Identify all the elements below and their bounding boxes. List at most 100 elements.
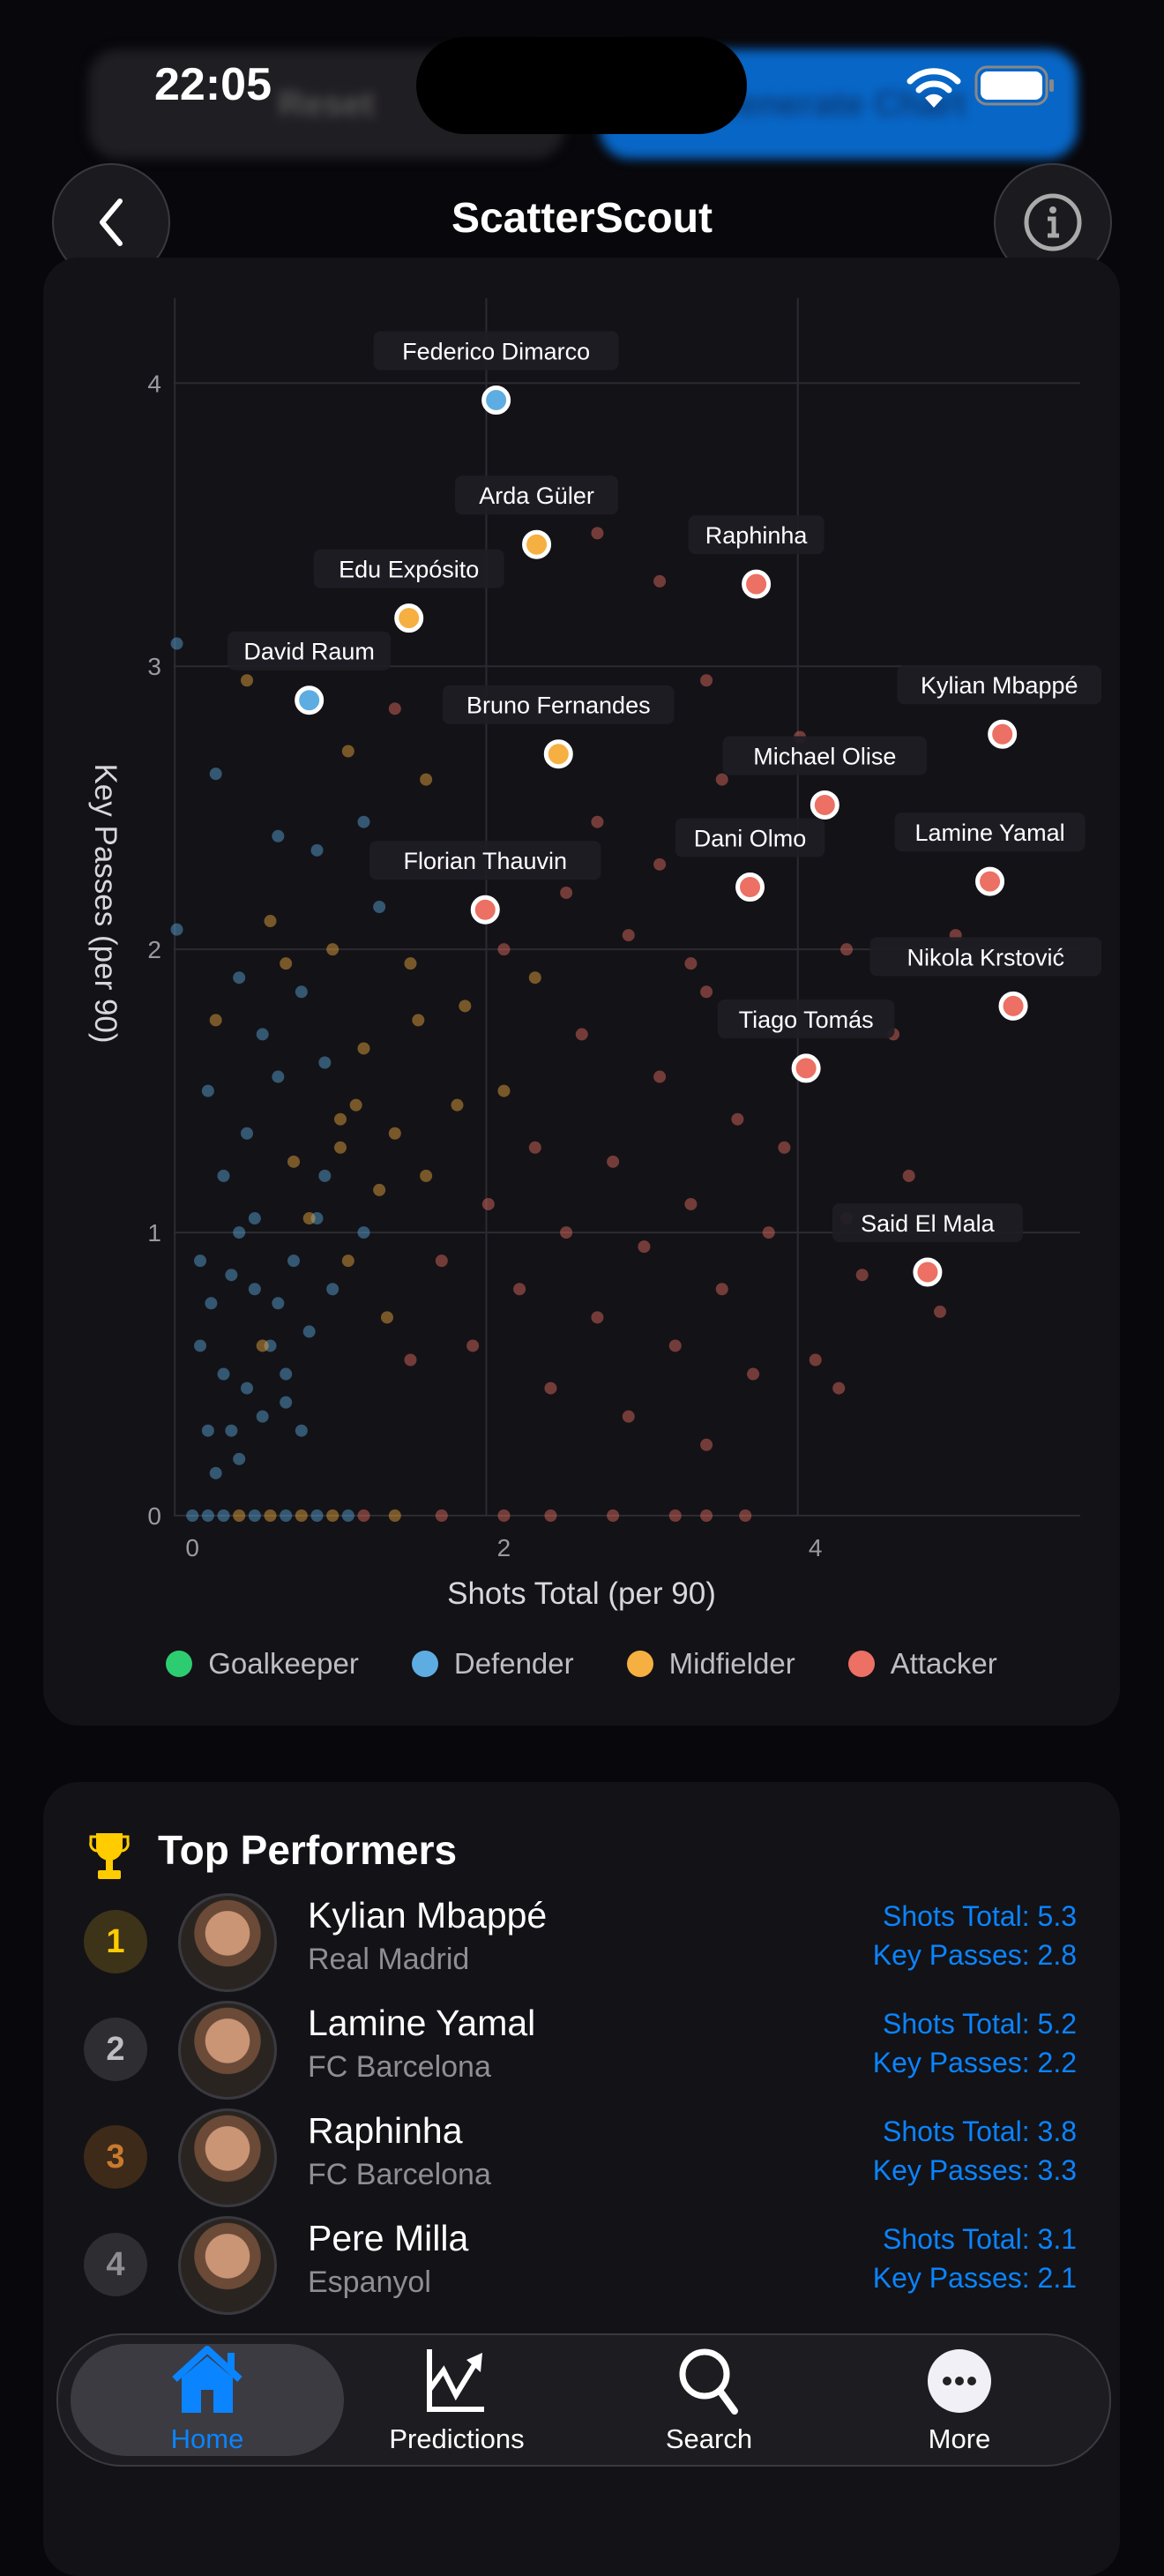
data-point (528, 1141, 541, 1154)
point-label-bg (369, 841, 601, 880)
legend-label: Goalkeeper (208, 1647, 359, 1680)
data-point (684, 957, 698, 970)
point-label-bg (722, 736, 928, 775)
data-point (280, 1367, 293, 1381)
data-point (684, 1197, 698, 1210)
data-point (380, 1311, 393, 1324)
data-point (272, 1297, 285, 1310)
performer-row[interactable]: 4 Pere Milla Espanyol Shots Total: 3.1 K… (43, 2211, 1120, 2317)
data-point (287, 1254, 301, 1268)
data-point (233, 1452, 246, 1465)
tab-home[interactable]: Home (79, 2335, 335, 2465)
tab-predictions[interactable]: Predictions (329, 2335, 585, 2465)
data-point (201, 1509, 214, 1522)
data-point (233, 1226, 246, 1239)
generate-label: Generate Chart (711, 84, 966, 124)
battery-icon (974, 65, 1054, 106)
legend: Goalkeeper Defender Midfielder Attacker (43, 1647, 1120, 1681)
shots-stat: Shots Total: 3.8 (883, 2115, 1077, 2147)
data-point (194, 1339, 207, 1352)
key-passes-stat: Key Passes: 3.3 (872, 2154, 1077, 2186)
data-point (373, 901, 386, 913)
tab-label: More (928, 2422, 991, 2454)
data-point (302, 1325, 316, 1338)
data-point (591, 1311, 604, 1324)
data-point (272, 829, 285, 842)
y-tick-label: 4 (147, 370, 161, 397)
data-point (272, 1070, 285, 1083)
data-point (326, 943, 340, 956)
data-point (302, 1212, 316, 1225)
legend-attacker: Attacker (847, 1647, 997, 1681)
data-point (739, 1509, 752, 1522)
highlighted-point (913, 1257, 943, 1287)
tab-label: Predictions (389, 2422, 525, 2454)
data-point (435, 1509, 448, 1522)
point-label-bg (869, 937, 1101, 977)
highlighted-point (791, 1053, 821, 1083)
highlighted-point (975, 866, 1005, 896)
data-point (591, 815, 604, 828)
midfielder-dot (626, 1651, 653, 1677)
x-axis-label: Shots Total (per 90) (447, 1576, 716, 1611)
player-team: FC Barcelona (308, 2158, 491, 2191)
data-point (341, 1509, 354, 1522)
data-point (388, 1509, 401, 1522)
data-point (700, 1509, 713, 1522)
highlighted-point (988, 719, 1018, 749)
point-label-bg (455, 476, 619, 515)
y-tick-label: 0 (147, 1502, 161, 1530)
data-point (388, 1127, 401, 1140)
data-point (333, 1141, 347, 1154)
data-point (209, 1014, 222, 1027)
performer-row[interactable]: 2 Lamine Yamal FC Barcelona Shots Total:… (43, 1996, 1120, 2101)
data-point (295, 1509, 308, 1522)
data-point (513, 1283, 526, 1296)
y-tick-label: 2 (147, 936, 161, 963)
x-tick-label: 4 (809, 1534, 823, 1561)
legend-label: Midfielder (668, 1647, 795, 1680)
data-point (855, 1269, 869, 1282)
data-point (264, 915, 277, 928)
performer-row[interactable]: 3 Raphinha FC Barcelona Shots Total: 3.8… (43, 2103, 1120, 2209)
performer-row[interactable]: 1 Kylian Mbappé Real Madrid Shots Total:… (43, 1888, 1120, 1994)
highlighted-point (810, 790, 839, 820)
tab-search[interactable]: Search (581, 2335, 837, 2465)
shots-stat: Shots Total: 3.1 (883, 2223, 1077, 2255)
data-point (668, 1509, 682, 1522)
data-point (700, 985, 713, 999)
data-point (388, 702, 401, 715)
info-icon (1024, 193, 1082, 251)
tab-label: Search (665, 2422, 753, 2454)
data-point (902, 1169, 915, 1182)
point-label-bg (717, 999, 895, 1038)
trophy-icon (89, 1833, 130, 1879)
data-point (731, 1112, 744, 1126)
rank-badge: 4 (84, 2233, 147, 2296)
data-point (357, 815, 370, 828)
data-point (653, 1070, 667, 1083)
data-point (170, 923, 183, 936)
tab-more[interactable]: More (832, 2335, 1087, 2465)
data-point (241, 1127, 254, 1140)
point-label: Bruno Fernandes (466, 693, 651, 719)
data-point (241, 674, 254, 687)
data-point (497, 943, 511, 956)
point-label: Lamine Yamal (914, 820, 1064, 846)
highlighted-point (481, 386, 511, 416)
data-point (248, 1509, 261, 1522)
data-point (778, 1141, 791, 1154)
data-point (333, 1112, 347, 1126)
data-point (318, 1056, 332, 1069)
data-point (451, 1098, 464, 1112)
point-label: David Raum (243, 639, 375, 665)
highlighted-point (543, 739, 573, 769)
data-point (201, 1084, 214, 1097)
player-team: FC Barcelona (308, 2050, 491, 2084)
point-label-bg (832, 1203, 1023, 1242)
data-point (205, 1297, 218, 1310)
player-name: Pere Milla (308, 2218, 469, 2258)
data-point (591, 527, 604, 540)
data-point (420, 773, 433, 786)
data-point (264, 1509, 277, 1522)
